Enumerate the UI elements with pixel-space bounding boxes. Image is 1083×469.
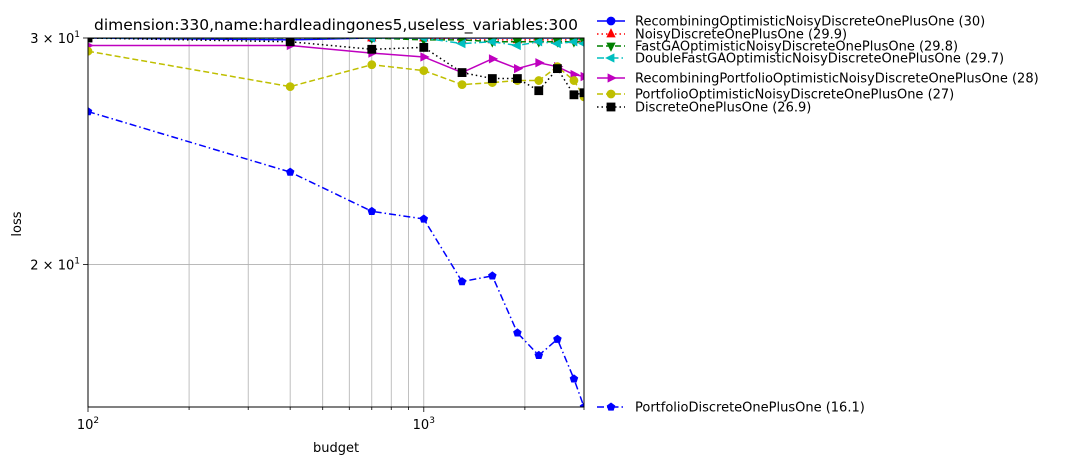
data-point [488,271,497,280]
data-point [553,64,562,74]
series-7 [88,38,584,100]
data-point [569,76,579,85]
data-point [534,76,544,85]
legend-marker [605,53,615,63]
data-point [569,374,579,383]
x-tick-label: 103 [413,416,435,433]
series-8 [88,107,584,407]
data-point [535,58,545,68]
series-line [88,50,584,98]
plot-frame [87,37,585,408]
x-axis-label: budget [313,441,359,456]
legend-label: DoubleFastGAOptimisticNoisyDiscreteOnePl… [635,52,1004,67]
data-point [285,167,295,176]
legend-label: FastGAOptimisticNoisyDiscreteOnePlusOne … [635,40,958,55]
y-axis-label: loss [10,211,25,236]
data-point [365,38,376,43]
data-point [417,38,428,43]
data-point [511,40,521,51]
legend-marker [606,16,616,26]
data-point [457,68,467,77]
data-point [419,42,429,52]
legend-marker [606,42,616,52]
data-point [513,328,522,337]
data-point [88,107,93,116]
legend-entry: FastGAOptimisticNoisyDiscreteOnePlusOne … [597,40,958,55]
chart-title: dimension:330,name:hardleadingones5,usel… [94,16,578,35]
data-point [367,44,377,54]
data-point [569,90,579,100]
data-point [488,54,499,64]
data-point [513,63,524,74]
data-point [534,350,544,360]
data-point [285,38,295,47]
legend-entry: DiscreteOnePlusOne (26.9) [597,101,811,116]
data-point [88,38,93,43]
data-point [534,86,544,96]
legend-marker [607,73,617,83]
y-tick-label: 3 × 101 [30,30,80,47]
data-point [457,80,467,89]
legend-label: PortfolioDiscreteOnePlusOne (16.1) [635,401,865,416]
data-point [285,82,295,92]
series-line [88,110,584,407]
data-point [457,277,467,286]
data-point [579,402,584,407]
y-tick-label: 2 × 101 [30,257,80,274]
legend-entry: DoubleFastGAOptimisticNoisyDiscreteOnePl… [597,52,1004,67]
data-point [532,38,543,47]
legend-marker [606,402,616,411]
data-point [420,52,430,62]
legend: RecombiningOptimisticNoisyDiscreteOnePlu… [597,15,1039,416]
legend-label: PortfolioOptimisticNoisyDiscreteOnePlusO… [635,88,954,103]
data-point [580,71,584,82]
data-point [568,38,578,47]
x-tick-label: 102 [77,416,99,433]
data-point [456,38,466,49]
data-point [367,60,377,70]
legend-label: RecombiningPortfolioOptimisticNoisyDiscr… [635,72,1039,87]
series-group [88,38,584,407]
series-line [88,38,584,96]
legend-marker [606,28,616,38]
legend-marker [606,89,616,99]
data-point [579,88,584,98]
data-point [512,74,522,83]
legend-label: RecombiningOptimisticNoisyDiscreteOnePlu… [635,15,985,30]
data-point [419,66,429,75]
legend-entry: PortfolioDiscreteOnePlusOne (16.1) [597,401,865,416]
ticks: 102 103 2 × 101 3 × 101 [30,30,585,433]
legend-label: NoisyDiscreteOnePlusOne (29.9) [635,28,847,43]
data-point [419,214,429,223]
legend-marker [606,102,616,112]
data-point [88,46,93,56]
legend-entry: RecombiningPortfolioOptimisticNoisyDiscr… [597,72,1039,87]
data-point [367,206,377,215]
data-point [551,38,561,49]
legend-entry: NoisyDiscreteOnePlusOne (29.9) [597,28,847,43]
data-point [553,334,562,343]
legend-entry: PortfolioOptimisticNoisyDiscreteOnePlusO… [597,88,954,103]
data-point [487,74,497,83]
legend-label: DiscreteOnePlusOne (26.9) [635,101,811,116]
data-point [486,38,496,47]
legend-entry: RecombiningOptimisticNoisyDiscreteOnePlu… [597,15,985,30]
data-point [578,40,584,47]
